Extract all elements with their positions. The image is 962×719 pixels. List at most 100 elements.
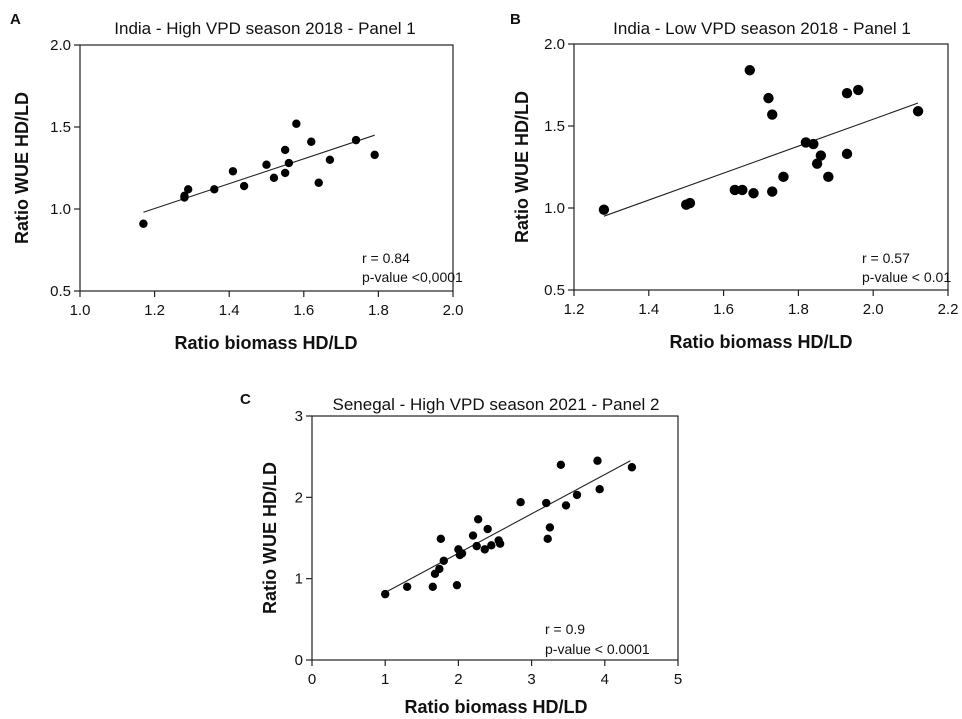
panel-a-data-point — [307, 137, 316, 146]
panel-b-data-point — [763, 92, 774, 104]
panel-b-data-point — [808, 138, 819, 150]
panel-a-data-point — [370, 150, 379, 160]
panel-a-x-tick-label: 1.6 — [293, 302, 314, 319]
panel-c-data-point — [561, 501, 571, 510]
panel-c-r-value: r = 0.9 — [545, 621, 585, 637]
panel-c-data-point — [495, 539, 505, 548]
panel-a-data-point — [280, 145, 290, 155]
panel-c-x-axis-label: Ratio biomass HD/LD — [404, 697, 587, 717]
panel-a-y-tick-label: 2.0 — [50, 37, 71, 54]
panel-a-y-axis-label: Ratio WUE HD/LD — [12, 92, 32, 244]
panel-c-x-tick-label: 3 — [527, 671, 535, 688]
panel-c-data-point — [436, 534, 446, 544]
panel-b-data-point — [729, 184, 741, 196]
panel-c-data-point — [487, 541, 496, 550]
panel-c-p-value: p-value < 0.0001 — [545, 641, 650, 657]
panel-a-y-tick-label: 1.5 — [50, 119, 71, 136]
panel-b-y-tick-label: 0.5 — [544, 282, 565, 299]
panel-c-x-tick-label: 2 — [454, 671, 462, 688]
panel-c-data-point — [542, 498, 551, 508]
panel-c-regression — [384, 460, 631, 593]
panel-b-data-point — [912, 106, 924, 117]
panel-c-data-point — [556, 460, 566, 469]
panel-letter-a: A — [10, 11, 21, 28]
panel-letter-c: C — [240, 391, 251, 408]
panel-b-regression — [603, 102, 919, 217]
panel-a-data-point — [314, 178, 323, 187]
panel-a-y-tick-label: 1.0 — [50, 201, 71, 218]
panel-letter-b: B — [510, 11, 521, 28]
panel-c-plot-frame — [311, 415, 679, 661]
panel-b-data-point — [853, 84, 864, 96]
panel-a-x-tick-label: 1.4 — [219, 302, 240, 319]
panel-b-x-tick-label: 1.8 — [788, 301, 809, 318]
panel-b-x-axis-label: Ratio biomass HD/LD — [669, 332, 852, 352]
panel-b-r-value: r = 0.57 — [862, 250, 910, 266]
panel-a-data-point — [180, 191, 189, 201]
panel-c-x-tick-label: 1 — [381, 671, 389, 688]
panel-a-data-point — [284, 158, 294, 168]
panel-a-x-axis-label: Ratio biomass HD/LD — [174, 333, 357, 353]
panel-b-data-point — [841, 88, 853, 99]
panel-b-y-tick-label: 1.5 — [544, 118, 565, 135]
panel-c-x-tick-label: 5 — [674, 671, 682, 688]
panel-a: A India - High VPD season 2018 - Panel 1… — [10, 11, 463, 353]
panel-a-data-point — [239, 181, 249, 191]
panel-c-y-axis-label: Ratio WUE HD/LD — [260, 462, 280, 614]
panel-b-x-tick-label: 2.2 — [938, 301, 959, 318]
panel-a-x-tick-label: 1.0 — [70, 302, 91, 319]
panel-a-data-point — [280, 168, 290, 178]
panel-a-x-tick-label: 1.8 — [368, 302, 389, 319]
panel-a-data-point — [139, 219, 148, 228]
panel-a-x-tick-label: 1.2 — [144, 302, 165, 319]
panel-a-data-point — [292, 119, 301, 128]
panel-c: C Senegal - High VPD season 2021 - Panel… — [240, 391, 682, 717]
panel-c-data-point — [435, 564, 444, 574]
panel-b-data-point — [767, 186, 778, 197]
panel-b-regression-line — [603, 102, 919, 217]
panel-c-y-tick-label: 0 — [295, 652, 303, 669]
panel-c-data-point — [381, 589, 390, 599]
panel-c-ticks: 0 1 2 3 4 5 0 1 2 3 — [295, 408, 683, 688]
panel-a-data-point — [269, 173, 279, 183]
panel-b-data-point — [811, 158, 823, 169]
panel-c-title: Senegal - High VPD season 2021 - Panel 2 — [333, 395, 660, 414]
panel-a-points — [139, 119, 379, 228]
panel-b-data-point — [598, 204, 610, 215]
panel-c-data-point — [545, 523, 555, 532]
panel-b-ticks: 1.2 1.4 1.6 1.8 2.0 2.2 0.5 1.0 1.5 2.0 — [544, 36, 958, 318]
panel-c-data-point — [439, 556, 448, 565]
panel-c-data-point — [593, 456, 602, 465]
panel-b-data-point — [748, 188, 759, 199]
panel-b-x-tick-label: 1.2 — [564, 301, 585, 318]
panel-c-x-tick-label: 4 — [601, 671, 609, 688]
panel-a-data-point — [325, 155, 335, 164]
panel-a-data-point — [262, 160, 271, 169]
panel-c-data-point — [595, 485, 604, 494]
panel-b-points — [598, 65, 924, 215]
panel-b-x-tick-label: 1.4 — [638, 301, 659, 318]
panel-c-y-tick-label: 1 — [295, 571, 303, 588]
panel-b-data-point — [823, 171, 834, 183]
panel-b-data-point — [737, 184, 748, 196]
panel-b-y-tick-label: 2.0 — [544, 36, 565, 53]
panel-b-x-tick-label: 1.6 — [713, 301, 734, 318]
panel-c-points — [381, 456, 637, 599]
panel-c-data-point — [402, 582, 412, 591]
panel-a-plot-frame — [79, 44, 454, 292]
panel-a-p-value: p-value <0,0001 — [362, 269, 463, 285]
panel-a-data-point — [228, 167, 238, 176]
panel-b-data-point — [778, 171, 789, 183]
panel-a-ticks: 1.0 1.2 1.4 1.6 1.8 2.0 0.5 1.0 1.5 2.0 — [50, 37, 463, 319]
panel-c-data-point — [473, 515, 483, 524]
panel-b-y-axis-label: Ratio WUE HD/LD — [512, 91, 532, 243]
panel-b: B India - Low VPD season 2018 - Panel 1 … — [510, 11, 958, 352]
panel-b-x-tick-label: 2.0 — [863, 301, 884, 318]
panel-a-regression-line — [143, 134, 375, 213]
panel-a-y-tick-label: 0.5 — [50, 283, 71, 300]
panel-c-data-point — [483, 524, 492, 534]
panel-b-title: India - Low VPD season 2018 - Panel 1 — [613, 19, 911, 38]
panel-c-data-point — [457, 549, 467, 558]
panel-c-data-point — [516, 498, 525, 507]
